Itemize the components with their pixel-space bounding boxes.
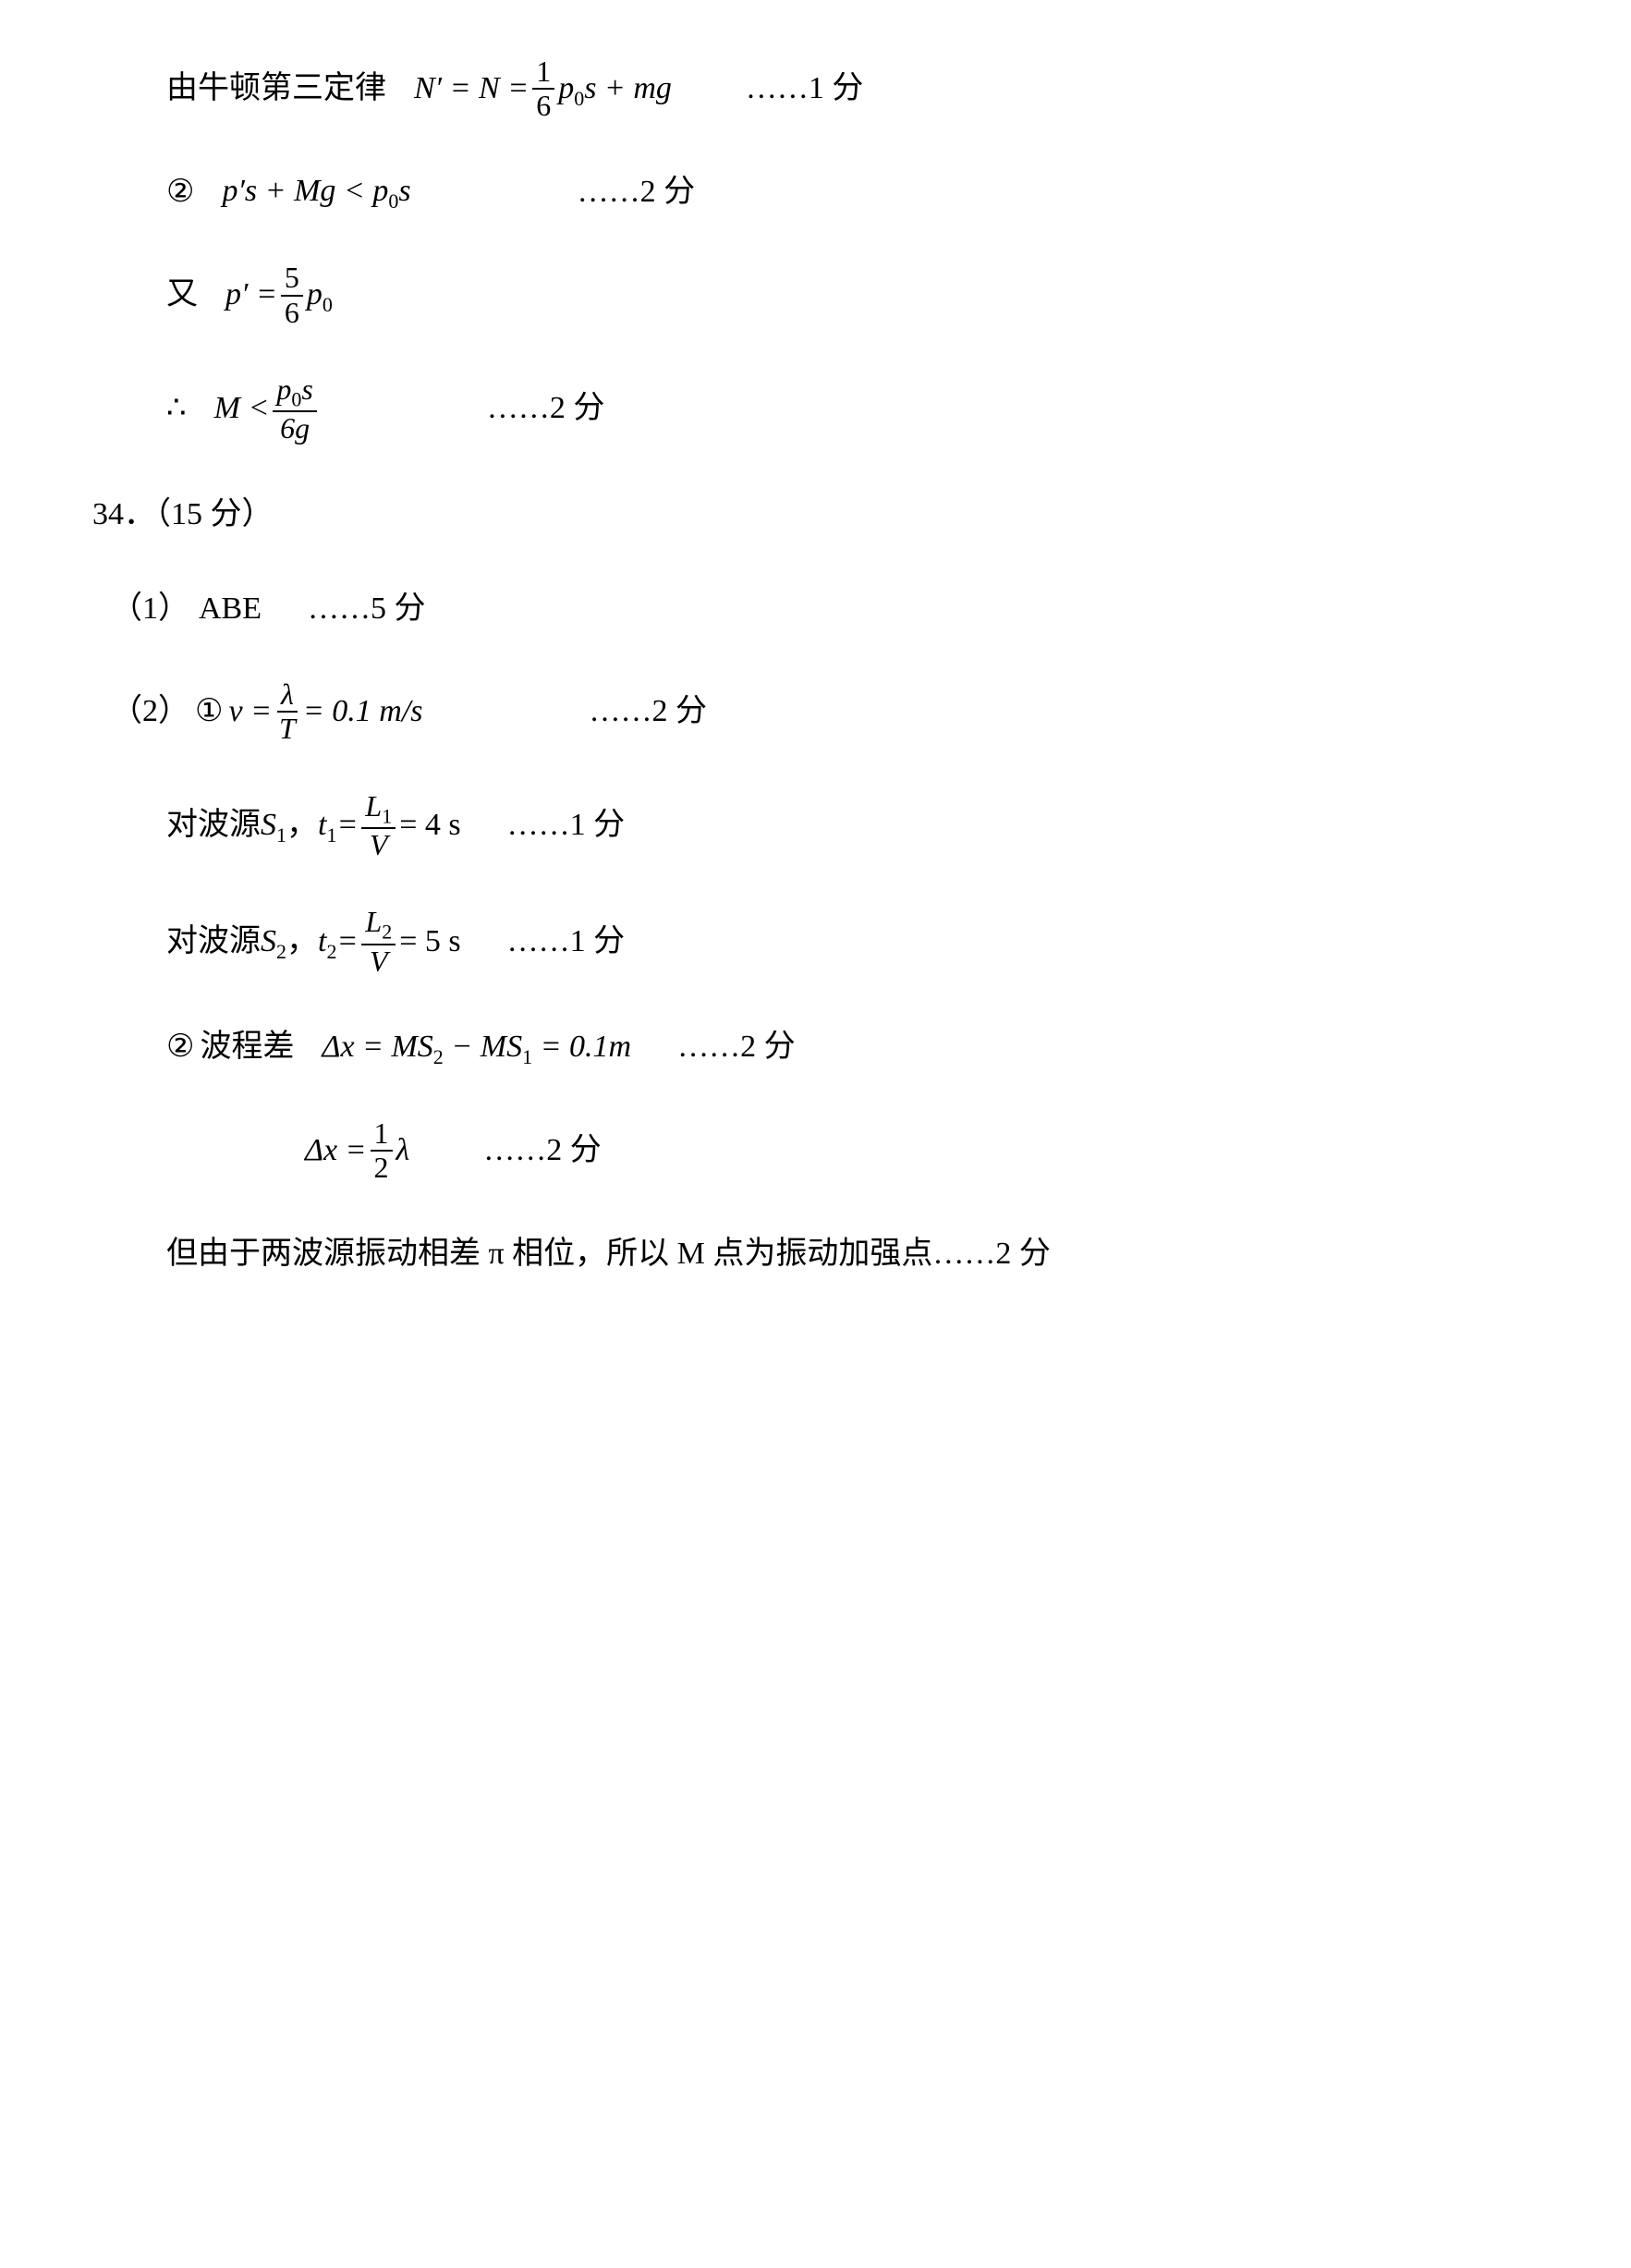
denominator: T xyxy=(275,713,299,745)
numerator: 5 xyxy=(281,262,303,296)
numerator: p0s xyxy=(273,373,316,413)
numerator: L1 xyxy=(361,790,396,830)
therefore-symbol: ∴ xyxy=(166,384,187,433)
circled-marker: ① xyxy=(195,687,223,737)
denominator: 6 xyxy=(281,297,303,329)
eq-left: p′ = xyxy=(225,270,277,320)
equals: = xyxy=(336,800,358,850)
eq: p′s + Mg < p0s xyxy=(222,166,410,217)
line-delta-x-lambda: Δx = 1 2 λ ……2 分 xyxy=(92,1117,1539,1184)
text-prefix: 波程差 xyxy=(200,1022,294,1072)
denominator: V xyxy=(366,945,392,978)
line-therefore-M: ∴ M < p0s 6g ……2 分 xyxy=(92,373,1539,445)
circled-marker: ② xyxy=(166,167,194,217)
equals: = xyxy=(336,917,358,967)
text-prefix: 由牛顿第三定律 xyxy=(166,64,386,114)
source-var: S2 xyxy=(261,917,286,968)
fraction: 1 2 xyxy=(371,1117,393,1184)
fraction: λ T xyxy=(275,678,299,745)
conclusion-text: 但由于两波源振动相差 π 相位，所以 M 点为振动加强点……2 分 xyxy=(166,1229,1051,1279)
text-prefix: 又 xyxy=(166,270,198,320)
eq-left: M < xyxy=(214,384,270,433)
line-p-prime: 又 p′ = 5 6 p0 xyxy=(92,262,1539,328)
line-inequality-1: ② p′s + Mg < p0s ……2 分 xyxy=(92,166,1539,217)
line-conclusion: 但由于两波源振动相差 π 相位，所以 M 点为振动加强点……2 分 xyxy=(92,1229,1539,1279)
line-source-s2: 对波源 S2 ， t2 = L2 V = 5 s ……1 分 xyxy=(92,906,1539,978)
eq: Δx = MS2 − MS1 = 0.1m xyxy=(322,1022,631,1073)
eq-right: λ xyxy=(396,1126,410,1176)
score-label: ……2 分 xyxy=(483,1126,602,1176)
denominator: 6 xyxy=(532,90,554,122)
part-2-velocity: （2） ① v = λ T = 0.1 m/s ……2 分 xyxy=(92,678,1539,745)
denominator: 6g xyxy=(276,412,313,445)
fraction: L2 V xyxy=(361,906,396,978)
line-newton-third-law: 由牛顿第三定律 N′ = N = 1 6 p0s + mg ……1 分 xyxy=(92,55,1539,122)
answer-text: ABE xyxy=(199,584,262,634)
eq-left: N′ = N = xyxy=(414,64,529,114)
score-label: ……2 分 xyxy=(590,687,708,737)
score-label: ……1 分 xyxy=(507,800,626,850)
numerator: λ xyxy=(277,678,298,713)
question-34-header: 34．（15 分） xyxy=(92,490,1539,540)
text-prefix: 对波源 xyxy=(166,800,261,850)
eq-var: p0s + mg xyxy=(558,64,672,115)
fraction: 1 6 xyxy=(532,55,554,122)
denominator: 2 xyxy=(371,1152,393,1184)
eq-left: Δx = xyxy=(305,1126,367,1176)
eq-right: = 0.1 m/s xyxy=(303,687,423,737)
fraction: p0s 6g xyxy=(273,373,316,445)
denominator: V xyxy=(366,829,392,861)
fraction: 5 6 xyxy=(281,262,303,328)
score-label: ……1 分 xyxy=(746,64,864,114)
fraction: L1 V xyxy=(361,790,396,862)
score-label: ……5 分 xyxy=(308,584,426,634)
line-path-difference: ② 波程差 Δx = MS2 − MS1 = 0.1m ……2 分 xyxy=(92,1022,1539,1073)
eq-var: t2 xyxy=(318,917,336,968)
part-1-answer: （1） ABE ……5 分 xyxy=(92,584,1539,634)
part-label: （2） xyxy=(111,687,189,737)
eq-var: p0 xyxy=(307,270,333,321)
physics-answer-page: 由牛顿第三定律 N′ = N = 1 6 p0s + mg ……1 分 ② p′… xyxy=(0,0,1631,2268)
score-label: ……1 分 xyxy=(507,917,626,967)
line-source-s1: 对波源 S1 ， t1 = L1 V = 4 s ……1 分 xyxy=(92,790,1539,862)
eq-var: t1 xyxy=(318,800,336,851)
numerator: 1 xyxy=(532,55,554,90)
eq-left: v = xyxy=(228,687,272,737)
source-var: S1 xyxy=(261,800,286,851)
text-prefix: 对波源 xyxy=(166,917,261,967)
eq-result: = 5 s xyxy=(399,917,460,967)
eq-result: = 4 s xyxy=(399,800,460,850)
q34-label: 34．（15 分） xyxy=(92,490,274,540)
numerator: L2 xyxy=(361,906,396,945)
comma: ， xyxy=(286,800,318,850)
part-label: （1） xyxy=(111,584,189,634)
comma: ， xyxy=(286,917,318,967)
score-label: ……2 分 xyxy=(578,167,696,217)
score-label: ……2 分 xyxy=(677,1022,796,1072)
circled-marker: ② xyxy=(166,1022,194,1072)
score-label: ……2 分 xyxy=(487,384,605,433)
numerator: 1 xyxy=(371,1117,393,1152)
